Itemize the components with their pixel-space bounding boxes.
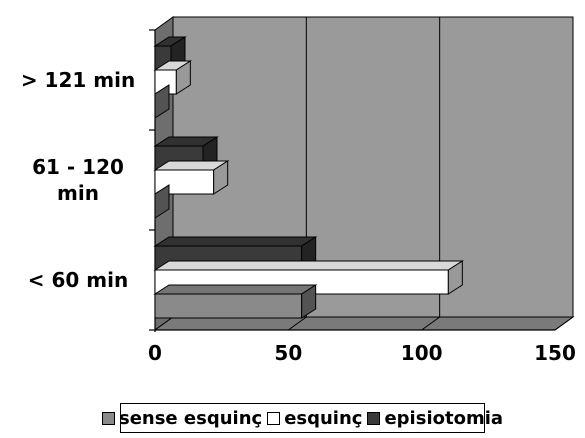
floor-gridline-150 bbox=[554, 316, 574, 331]
category-label-line: > 121 min bbox=[21, 68, 135, 92]
bar-sense-esquin-60-min-top bbox=[153, 284, 318, 295]
category-labels: > 121 min 61 - 120 min < 60 min bbox=[21, 68, 135, 292]
legend-item-sense-esquinc: sense esquinç bbox=[101, 407, 263, 429]
bar-chart: 0 50 100 150 > 121 min 61 - 120 min < 60 min bbox=[21, 16, 576, 365]
category-label-60-min: < 60 min bbox=[28, 268, 128, 292]
bar-esquin-60-min-side bbox=[447, 260, 463, 295]
category-label-line: min bbox=[57, 181, 99, 205]
x-tick-labels: 0 50 100 150 bbox=[148, 341, 576, 365]
bars bbox=[153, 36, 465, 319]
legend-label-sense-esquinc: sense esquinç bbox=[118, 407, 263, 429]
category-label-line: 61 - 120 bbox=[32, 155, 124, 179]
legend: sense esquinç esquinç episiotomia bbox=[101, 403, 503, 433]
legend-swatch-esquinc bbox=[267, 411, 281, 425]
category-label-61-120-min: 61 - 120 min bbox=[32, 155, 124, 205]
x-tick-label-150: 150 bbox=[534, 341, 576, 365]
legend-item-episiotomia: episiotomia bbox=[367, 408, 503, 429]
legend-swatch-episiotomia bbox=[367, 411, 381, 425]
floor bbox=[153, 316, 575, 331]
x-tick-label-50: 50 bbox=[274, 341, 302, 365]
x-tick-label-100: 100 bbox=[401, 341, 443, 365]
bar-esquin-60-min-top bbox=[153, 260, 465, 271]
bar-esquin-61-120-min-side bbox=[213, 160, 229, 195]
bar-sense-esquin-60-min bbox=[154, 293, 303, 319]
category-label-line: < 60 min bbox=[28, 268, 128, 292]
legend-swatch-sense-esquinc bbox=[101, 411, 115, 425]
legend-label-episiotomia: episiotomia bbox=[384, 407, 504, 429]
bar-sense-esquin-121-min-side bbox=[154, 84, 170, 119]
bar-sense-esquin-60-min-side bbox=[301, 284, 317, 319]
legend-item-esquinc: esquinç bbox=[267, 408, 362, 429]
floor-gridline-100 bbox=[421, 316, 440, 331]
bar-esquin-121-min-side bbox=[175, 60, 191, 95]
floor-gridline-50 bbox=[288, 316, 307, 331]
category-label-121-min: > 121 min bbox=[21, 68, 135, 92]
bar-episiotomia-60-min-top bbox=[153, 236, 318, 247]
bar-sense-esquin-61-120-min-side bbox=[154, 184, 170, 219]
legend-label-esquinc: esquinç bbox=[284, 407, 363, 429]
x-tick-label-0: 0 bbox=[148, 341, 162, 365]
